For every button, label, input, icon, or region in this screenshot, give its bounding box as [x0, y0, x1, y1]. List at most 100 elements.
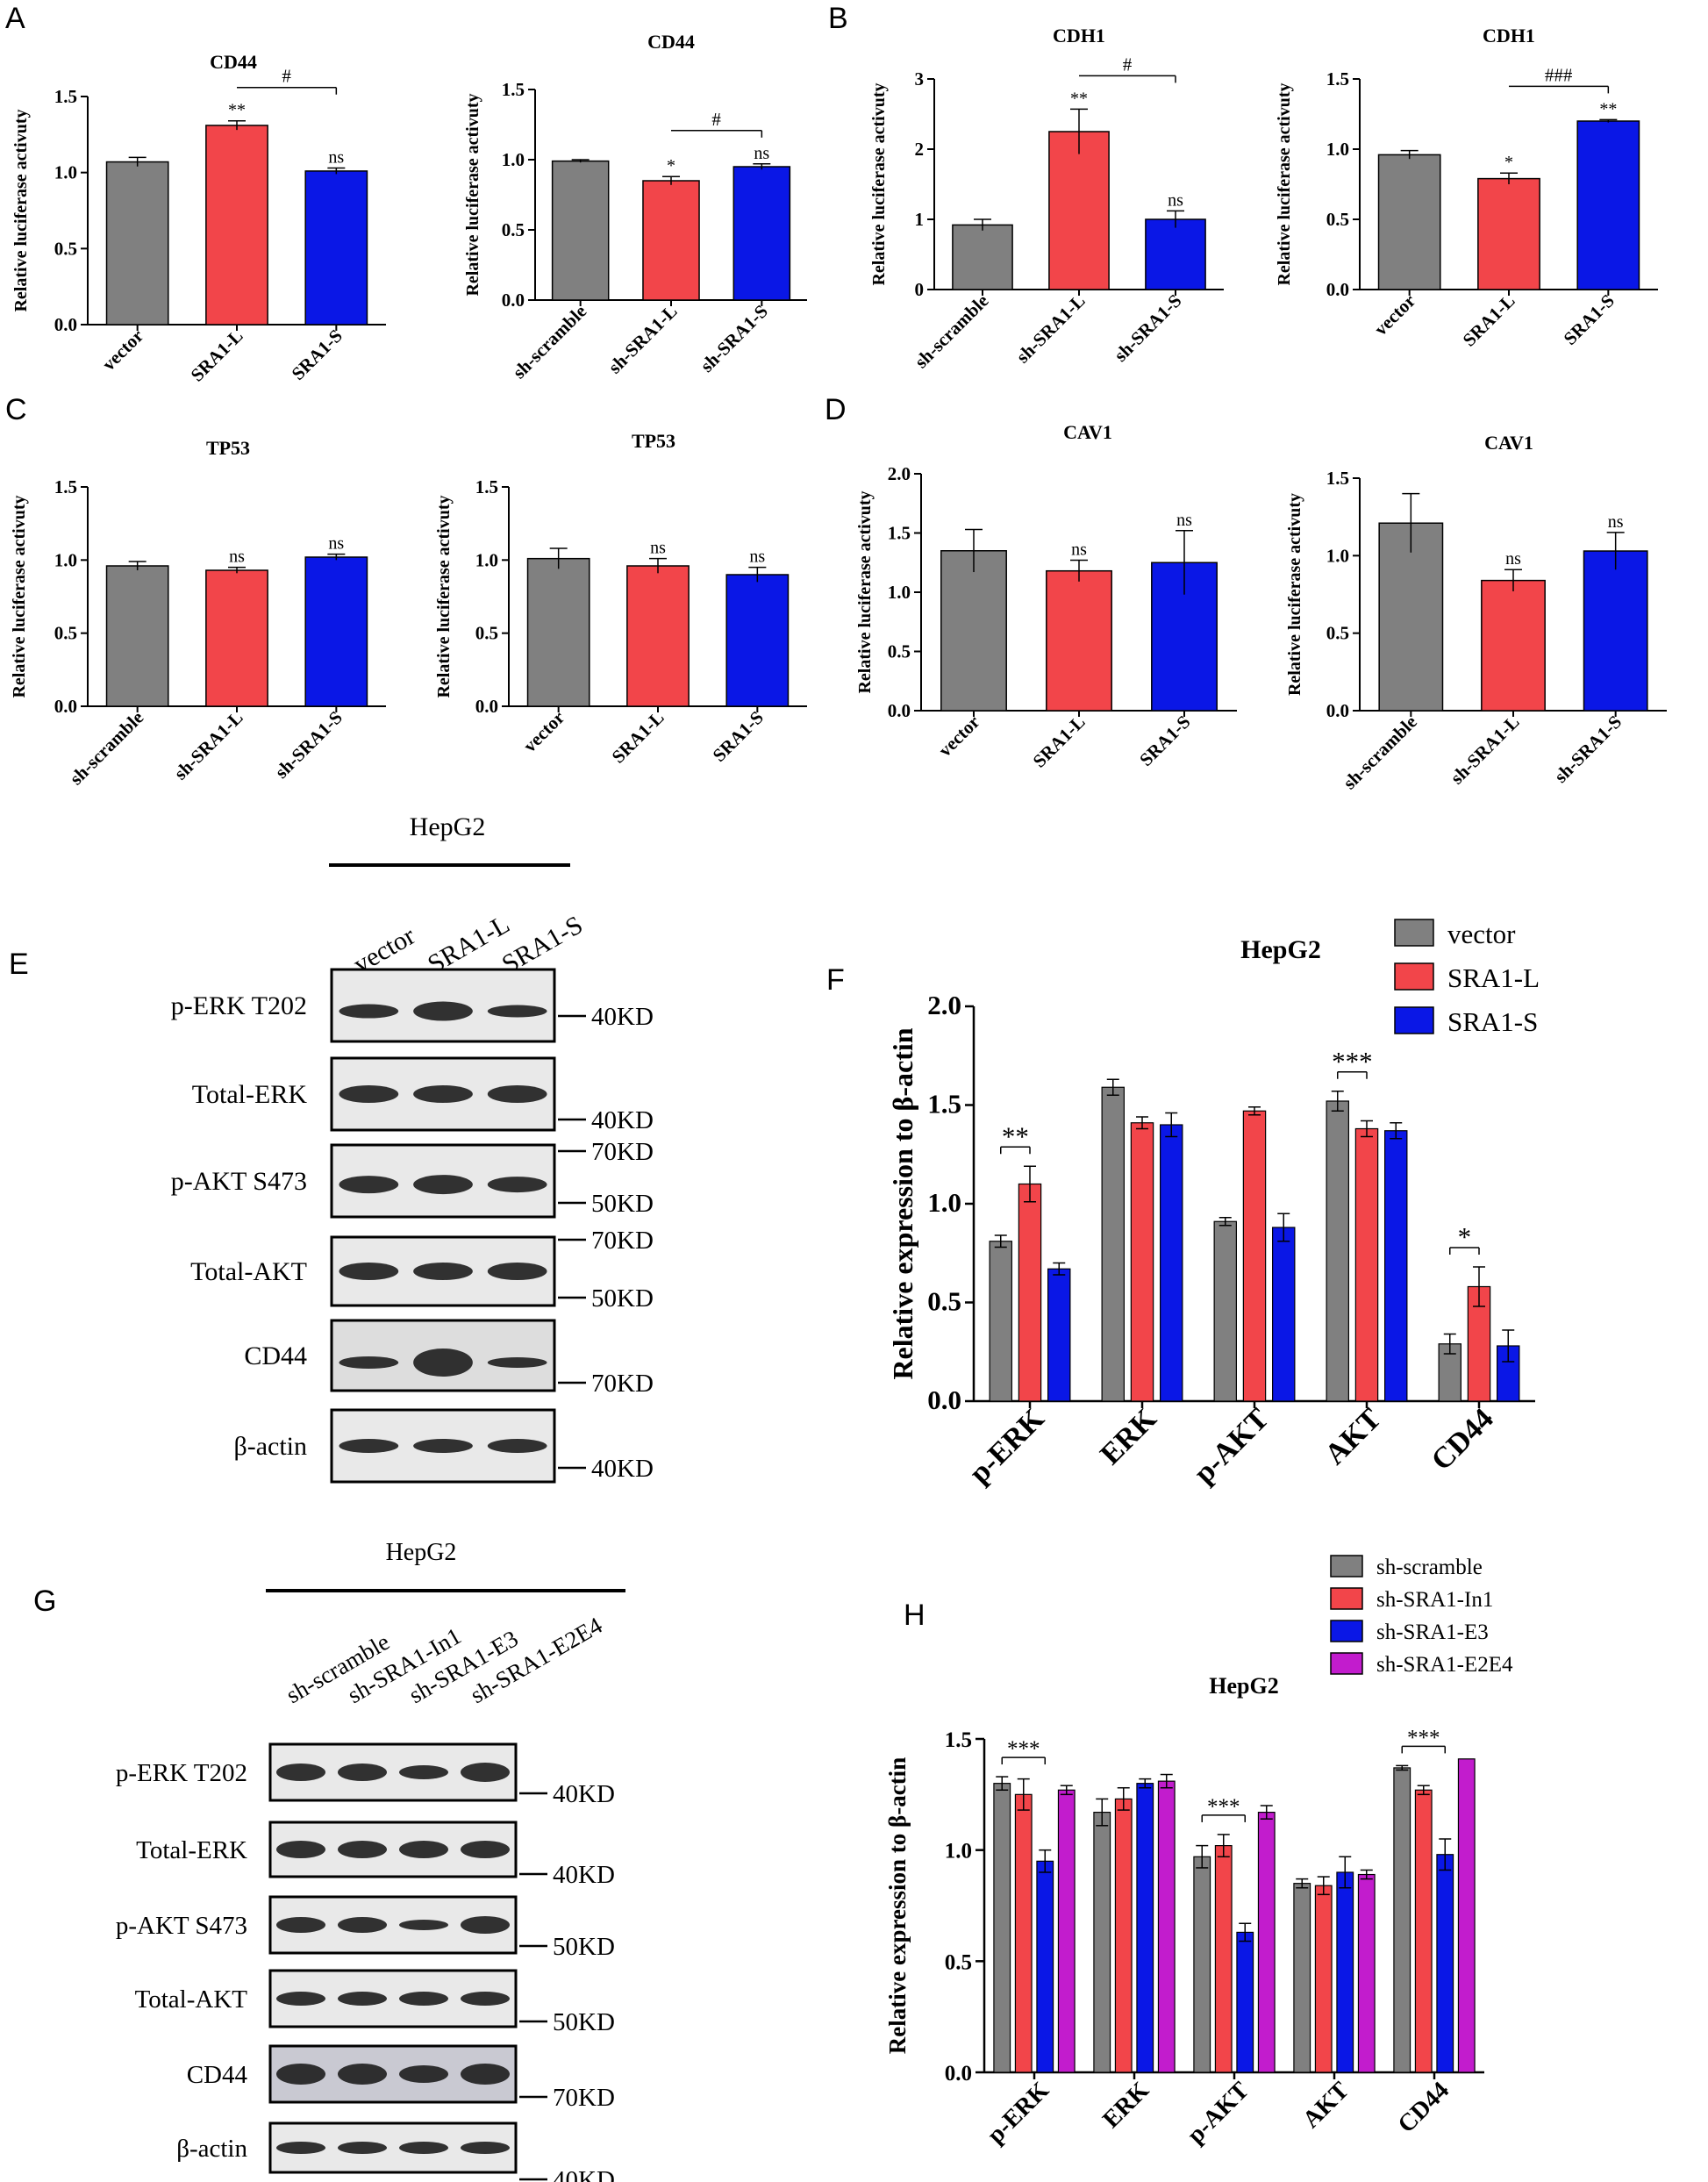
y-tick-label: 0.5 [54, 623, 77, 644]
blot-band [461, 2142, 510, 2154]
y-tick-label: 1.0 [475, 549, 498, 570]
significance-label: ns [229, 547, 245, 567]
bracket-label: # [1123, 54, 1133, 75]
blot-band [338, 1992, 387, 2006]
chart-title: HepG2 [1240, 935, 1321, 964]
marker-label: 40KD [553, 1780, 615, 1808]
panel-label-f: F [826, 963, 845, 997]
bar-ERK-sh-SRA1-E3 [1136, 1783, 1154, 2073]
blot-band [461, 1992, 510, 2006]
bar-CD44-sh-scramble [1393, 1767, 1411, 2073]
blot-band [338, 2142, 387, 2154]
y-tick-label: 1.5 [927, 1089, 961, 1120]
blot-row-label: p-ERK T202 [171, 991, 307, 1020]
y-tick-label: 0.0 [475, 696, 498, 717]
y-tick-label: 1.0 [888, 582, 911, 603]
blot-band [338, 1841, 387, 1858]
chart-tp53-knockdown: TP53 Relative luciferase activuty 0.0 0.5 1.… [10, 437, 386, 789]
bar-vector [105, 161, 169, 326]
bar-AKT-vector [1326, 1100, 1349, 1402]
legend-label: sh-SRA1-E2E4 [1376, 1653, 1513, 1677]
blot-band [339, 1004, 399, 1019]
legend-label: vector [1447, 919, 1516, 949]
bar-ERK-sh-SRA1-E2E4 [1157, 1780, 1176, 2073]
marker-label: 70KD [553, 2084, 615, 2112]
panel-label-e: E [9, 948, 29, 981]
y-tick-label: 1.5 [502, 79, 525, 100]
blot-band [487, 1439, 547, 1453]
significance-label: ** [228, 101, 246, 120]
bar-p-AKT-sh-scramble [1193, 1856, 1211, 2073]
significance-label: ns [1608, 512, 1624, 532]
blot-band [461, 1841, 510, 1858]
bracket-label: # [282, 66, 291, 87]
blot-band [338, 2064, 387, 2085]
blot-band [399, 2142, 448, 2154]
legend-label: sh-scramble [1376, 1556, 1483, 1579]
bar-p-ERK-sh-SRA1-In1 [1014, 1793, 1033, 2073]
panel-label-d: D [825, 393, 847, 426]
chart-tp53-overexpression: TP53 Relative luciferase activuty 0.0 0.5 1.… [434, 430, 807, 768]
bar-CD44-sh-SRA1-E3 [1436, 1854, 1454, 2073]
blot-band [338, 1917, 387, 1933]
y-tick-label: 0.5 [502, 219, 525, 240]
blot-band [399, 1992, 448, 2006]
x-tick-label: p-AKT [1183, 2077, 1255, 2150]
y-tick-label: 1.5 [54, 86, 77, 107]
legend-label: sh-SRA1-E3 [1376, 1620, 1489, 1644]
bracket-label: # [711, 109, 721, 130]
legend-swatch-sh-scramble [1330, 1555, 1363, 1577]
legend-swatch-vector [1394, 919, 1434, 947]
x-tick-label: ERK [1097, 2077, 1154, 2134]
chart-title: HepG2 [1209, 1673, 1278, 1699]
blot-band [339, 1176, 399, 1194]
blot-band [276, 1917, 325, 1933]
significance-label: ns [1176, 511, 1192, 530]
cell-line-label: HepG2 [386, 1539, 457, 1566]
blot-band [276, 1763, 325, 1781]
y-tick-label: 0.0 [54, 696, 77, 717]
bracket-label: *** [1207, 1795, 1240, 1819]
marker-label: 70KD [591, 1370, 654, 1398]
marker-label: 70KD [591, 1227, 654, 1255]
marker-label: 70KD [591, 1138, 654, 1166]
significance-label: ns [749, 547, 765, 567]
bar-ERK-sh-SRA1-In1 [1114, 1798, 1133, 2073]
blot-band [413, 1263, 473, 1280]
blot-row-label: p-AKT S473 [171, 1167, 307, 1196]
blot-band [276, 1992, 325, 2006]
significance-label: ns [328, 147, 344, 167]
bar-p-AKT-sh-SRA1-E3 [1236, 1931, 1254, 2073]
blot-band [461, 1763, 510, 1782]
bar-SRA1-L [626, 565, 690, 707]
bar-sh-SRA1-L [205, 569, 268, 707]
blot-band [461, 1916, 510, 1934]
chart-title: CAV1 [1063, 421, 1112, 443]
bar-vector [940, 550, 1007, 712]
blot-band [413, 1439, 473, 1453]
chart-title: CDH1 [1483, 25, 1535, 47]
significance-label: ** [1070, 89, 1088, 108]
x-tick-label: CD44 [1393, 2077, 1454, 2138]
bar-AKT-sh-SRA1-E2E4 [1357, 1873, 1376, 2073]
blot-band [487, 1085, 547, 1103]
chart-hepg2-overexpression-quant: HepG2 Relative expression to β-actin 0.0 0.… [887, 919, 1540, 1490]
bar-SRA1-S [304, 170, 368, 326]
marker-label: 40KD [591, 1106, 654, 1134]
marker-label: 50KD [553, 1933, 615, 1961]
bar-p-ERK-sh-scramble [993, 1783, 1011, 2073]
marker-label: 40KD [553, 2166, 615, 2182]
bracket-label: *** [1407, 1726, 1440, 1749]
blot-band [461, 2064, 510, 2085]
blot-row-label: Total-AKT [135, 1985, 248, 2014]
chart-title: CD44 [647, 31, 695, 53]
legend-swatch-SRA1-S [1394, 1006, 1434, 1034]
blot-band [338, 1763, 387, 1781]
blot-band [487, 1263, 547, 1280]
y-tick-label: 0.5 [1326, 209, 1349, 230]
bracket-label: ** [1002, 1120, 1029, 1151]
blot-row-label: β-actin [176, 2135, 247, 2163]
significance-label: * [667, 156, 675, 175]
